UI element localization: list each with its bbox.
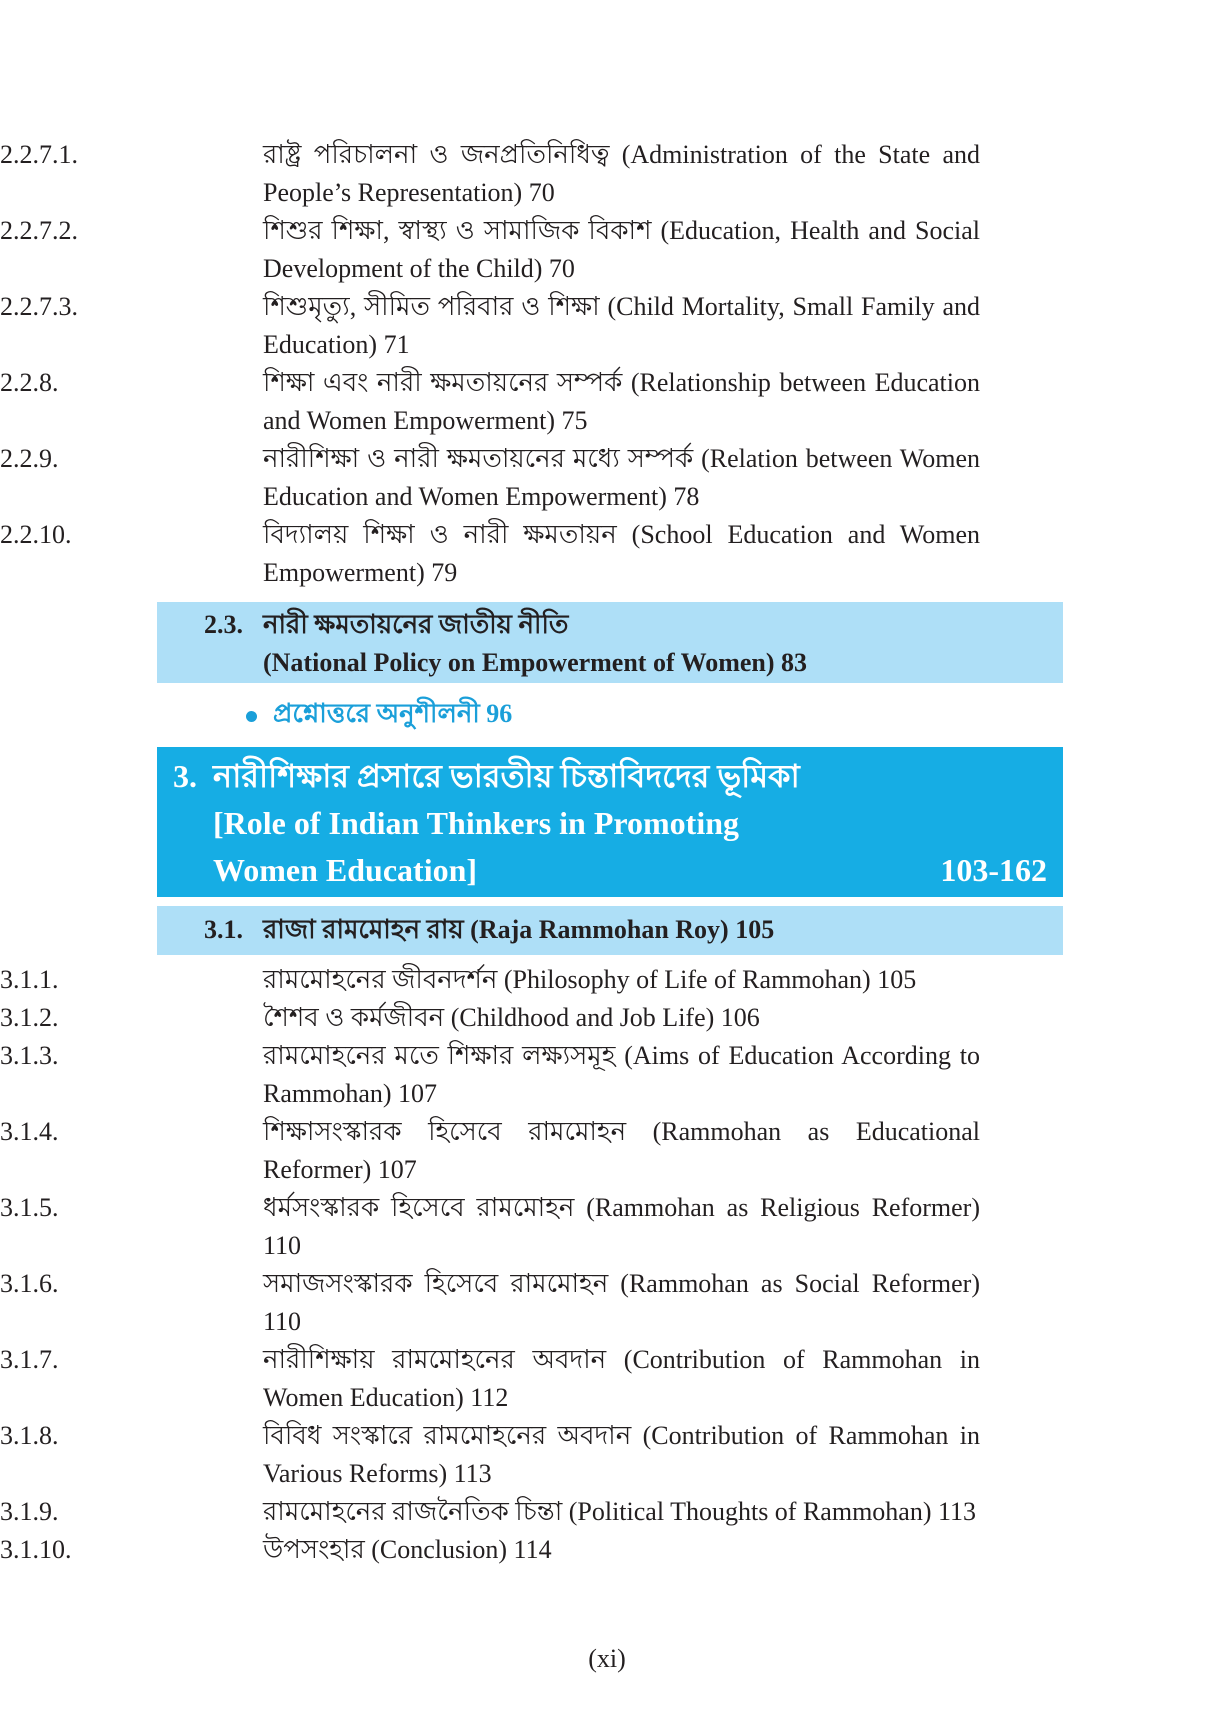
entry-number: 3.1.10.: [0, 1535, 72, 1564]
entry-number: 3.1.7.: [0, 1345, 59, 1374]
page-number: (xi): [588, 1644, 626, 1673]
entry-number: 3.1.5.: [0, 1193, 59, 1222]
toc-entry: 2.2.7.1. রাষ্ট্র পরিচালনা ও জনপ্রতিনিধিত্…: [0, 136, 980, 212]
entry-number: 3.1.1.: [0, 965, 59, 994]
entry-text: বিদ্যালয় শিক্ষা ও নারী ক্ষমতায়ন (Schoo…: [263, 520, 980, 587]
toc-entry: 2.2.8. শিক্ষা এবং নারী ক্ষমতায়নের সম্পর্…: [0, 364, 980, 440]
toc-entry: 3.1.4. শিক্ষাসংস্কারক হিসেবে রামমোহন (Ram…: [0, 1113, 980, 1189]
chapter-title-en-2: Women Education]: [213, 852, 478, 888]
entry-number: 2.2.7.2.: [0, 216, 78, 245]
entry-number: 3.1.6.: [0, 1269, 59, 1298]
section-title-en: (National Policy on Empowerment of Women…: [263, 648, 808, 677]
entry-number: 3.1.3.: [0, 1041, 59, 1070]
section-number: 3.1.: [204, 915, 243, 944]
entry-text: রাষ্ট্র পরিচালনা ও জনপ্রতিনিধিত্ব (Admin…: [263, 140, 980, 207]
section-title-bn: নারী ক্ষমতায়নের জাতীয় নীতি: [263, 610, 569, 639]
entry-number: 3.1.8.: [0, 1421, 59, 1450]
entry-text: রামমোহনের রাজনৈতিক চিন্তা (Political Tho…: [263, 1497, 977, 1526]
entry-text: উপসংহার (Conclusion) 114: [263, 1535, 552, 1564]
section-title: রাজা রামমোহন রায় (Raja Rammohan Roy) 10…: [263, 915, 775, 944]
entry-number: 2.2.7.1.: [0, 140, 78, 169]
toc-entry: 2.2.7.3. শিশুমৃত্যু, সীমিত পরিবার ও শিক্ষ…: [0, 288, 980, 364]
chapter-pages: 103-162: [940, 852, 1047, 888]
toc-entry: 3.1.7. নারীশিক্ষায় রামমোহনের অবদান (Cont…: [0, 1341, 980, 1417]
entry-text: রামমোহনের মতে শিক্ষার লক্ষ্যসমূহ (Aims o…: [263, 1041, 980, 1108]
entry-text: শিক্ষাসংস্কারক হিসেবে রামমোহন (Rammohan …: [263, 1117, 980, 1184]
entry-number: 2.2.8.: [0, 368, 59, 397]
entry-number: 3.1.4.: [0, 1117, 59, 1146]
toc-entry: 2.2.9. নারীশিক্ষা ও নারী ক্ষমতায়নের মধ্য…: [0, 440, 980, 516]
entry-text: শৈশব ও কর্মজীবন (Childhood and Job Life)…: [263, 1003, 760, 1032]
entry-text: নারীশিক্ষা ও নারী ক্ষমতায়নের মধ্যে সম্প…: [263, 444, 980, 511]
toc-entry: 3.1.10. উপসংহার (Conclusion) 114: [0, 1531, 980, 1569]
chapter-title-bn: নারীশিক্ষার প্রসারে ভারতীয় চিন্তাবিদদের…: [213, 758, 800, 794]
entry-text: শিশুমৃত্যু, সীমিত পরিবার ও শিক্ষা (Child…: [263, 292, 980, 359]
chapter-number: 3.: [173, 758, 197, 794]
toc-entry: 3.1.2. শৈশব ও কর্মজীবন (Childhood and Job…: [0, 999, 980, 1037]
entry-text: বিবিধ সংস্কারে রামমোহনের অবদান (Contribu…: [263, 1421, 980, 1488]
section-2-3-header: 2.3. নারী ক্ষমতায়নের জাতীয় নীতি (Natio…: [157, 602, 1063, 683]
bullet-icon: [246, 710, 257, 722]
entry-text: নারীশিক্ষায় রামমোহনের অবদান (Contributi…: [263, 1345, 980, 1412]
chapter-3-header: 3. নারীশিক্ষার প্রসারে ভারতীয় চিন্তাবিদ…: [157, 747, 1063, 897]
toc-entry: 2.2.10. বিদ্যালয় শিক্ষা ও নারী ক্ষমতায়ন…: [0, 516, 980, 592]
entry-number: 2.2.10.: [0, 520, 72, 549]
toc-entry: 2.2.7.2. শিশুর শিক্ষা, স্বাস্থ্য ও সামাজি…: [0, 212, 980, 288]
entry-number: 3.1.2.: [0, 1003, 59, 1032]
toc-entry: 3.1.6. সমাজসংস্কারক হিসেবে রামমোহন (Rammo…: [0, 1265, 980, 1341]
toc-entry: 3.1.5. ধর্মসংস্কারক হিসেবে রামমোহন (Rammo…: [0, 1189, 980, 1265]
entry-text: রামমোহনের জীবনদর্শন (Philosophy of Life …: [263, 965, 917, 994]
entry-text: সমাজসংস্কারক হিসেবে রামমোহন (Rammohan as…: [263, 1269, 980, 1336]
toc-entry: 3.1.8. বিবিধ সংস্কারে রামমোহনের অবদান (Co…: [0, 1417, 980, 1493]
entry-number: 2.2.9.: [0, 444, 59, 473]
toc-list-3-1: 3.1.1. রামমোহনের জীবনদর্শন (Philosophy of…: [0, 961, 1214, 1569]
entry-text: শিশুর শিক্ষা, স্বাস্থ্য ও সামাজিক বিকাশ …: [263, 216, 980, 283]
entry-number: 3.1.9.: [0, 1497, 59, 1526]
toc-entry: 3.1.9. রামমোহনের রাজনৈতিক চিন্তা (Politic…: [0, 1493, 980, 1531]
entry-text: ধর্মসংস্কারক হিসেবে রামমোহন (Rammohan as…: [263, 1193, 980, 1260]
toc-list-2-2: 2.2.7.1. রাষ্ট্র পরিচালনা ও জনপ্রতিনিধিত্…: [0, 136, 1214, 592]
toc-entry: 3.1.3. রামমোহনের মতে শিক্ষার লক্ষ্যসমূহ (…: [0, 1037, 980, 1113]
toc-entry: 3.1.1. রামমোহনের জীবনদর্শন (Philosophy of…: [0, 961, 980, 999]
entry-number: 2.2.7.3.: [0, 292, 78, 321]
entry-text: শিক্ষা এবং নারী ক্ষমতায়নের সম্পর্ক (Rel…: [263, 368, 980, 435]
exercise-label: প্রশ্নোত্তরে অনুশীলনী 96: [273, 699, 513, 728]
section-3-1-header: 3.1. রাজা রামমোহন রায় (Raja Rammohan Ro…: [157, 906, 1063, 955]
chapter-title-en-1: [Role of Indian Thinkers in Promoting: [213, 805, 740, 841]
section-number: 2.3.: [204, 610, 243, 639]
exercise-item: প্রশ্নোত্তরে অনুশীলনী 96: [246, 695, 512, 733]
